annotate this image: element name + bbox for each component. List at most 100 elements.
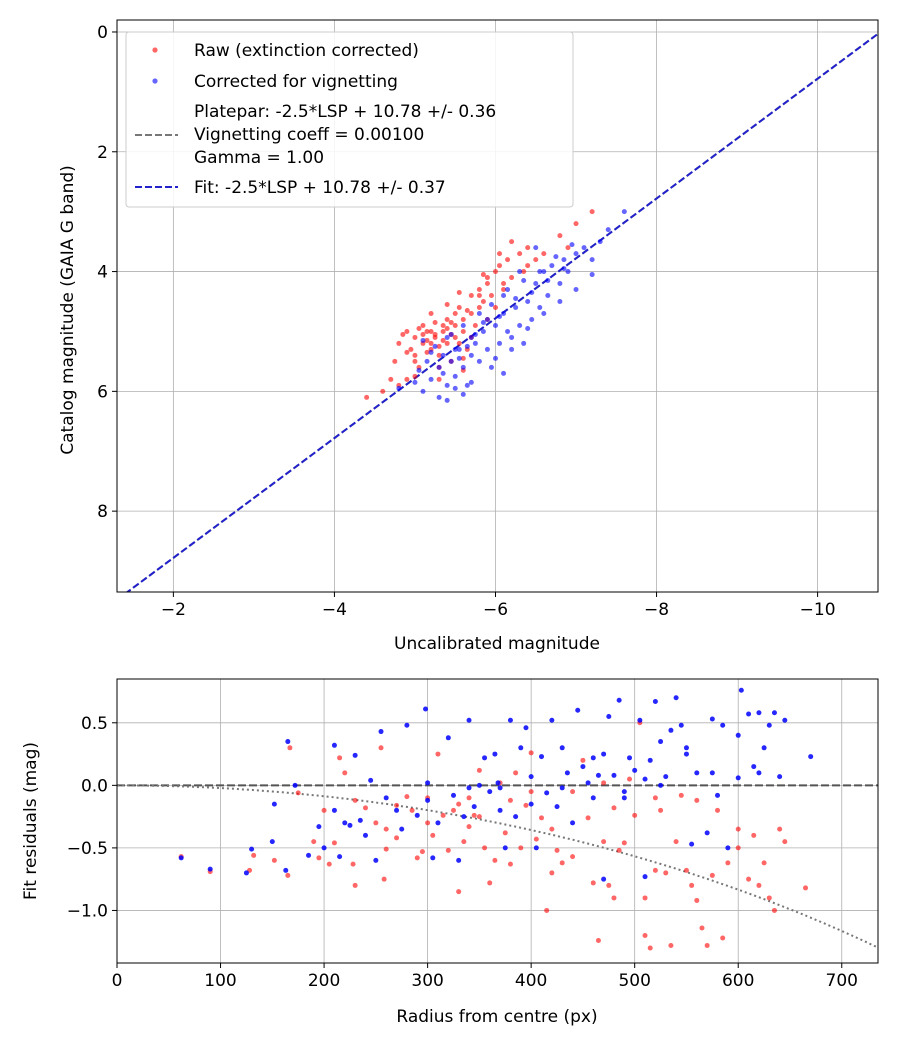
raw-point	[444, 340, 450, 346]
raw-residual-point	[652, 867, 658, 873]
corrected-point	[537, 304, 543, 310]
raw-point	[428, 340, 434, 346]
corrected-residual-point	[642, 874, 648, 880]
corrected-point	[569, 242, 575, 248]
raw-point	[456, 290, 462, 296]
top-scatter-points	[364, 209, 627, 403]
corrected-point	[476, 358, 482, 364]
raw-residual-point	[658, 807, 664, 813]
legend-corrected-label: Corrected for vignetting	[194, 72, 398, 92]
corrected-point	[573, 251, 579, 257]
corrected-residual-point	[683, 745, 689, 751]
corrected-point	[396, 385, 402, 391]
corrected-residual-point	[647, 757, 653, 763]
top-x-ticks: −2 −4 −6 −8 −10	[161, 592, 836, 620]
corrected-residual-point	[709, 770, 715, 776]
raw-point	[492, 304, 498, 310]
bottom-y-tick-label: −0.5	[67, 839, 108, 859]
raw-point	[420, 322, 426, 328]
raw-residual-point	[507, 797, 513, 803]
corrected-residual-point	[595, 772, 601, 778]
raw-point	[456, 304, 462, 310]
raw-point	[364, 394, 370, 400]
corrected-point	[541, 269, 547, 275]
raw-residual-point	[350, 861, 356, 867]
corrected-residual-point	[673, 695, 679, 701]
raw-point	[432, 319, 438, 325]
corrected-residual-point	[414, 812, 420, 818]
raw-residual-point	[528, 750, 534, 756]
raw-point	[444, 316, 450, 322]
corrected-residual-point	[590, 755, 596, 761]
raw-point	[440, 328, 446, 334]
top-x-tick-label: −2	[161, 600, 186, 620]
corrected-point	[521, 278, 527, 284]
bottom-axes-frame	[116, 678, 879, 964]
raw-residual-point	[352, 797, 358, 803]
raw-point	[484, 281, 490, 287]
corrected-residual-point	[601, 876, 607, 882]
corrected-residual-point	[771, 710, 777, 716]
raw-residual-point	[539, 815, 545, 821]
corrected-residual-point	[678, 722, 684, 728]
corrected-point	[480, 319, 486, 325]
raw-point	[444, 325, 450, 331]
corrected-point	[497, 313, 503, 319]
top-x-axis-label: Uncalibrated magnitude	[394, 634, 600, 654]
corrected-point	[472, 331, 478, 337]
raw-residual-point	[440, 812, 446, 818]
corrected-residual-point	[482, 755, 488, 761]
corrected-residual-point	[357, 817, 363, 823]
raw-residual-point	[285, 872, 291, 878]
corrected-residual-point	[756, 710, 762, 716]
raw-point	[452, 322, 458, 328]
raw-residual-point	[518, 845, 524, 851]
raw-point	[505, 257, 511, 263]
corrected-residual-point	[249, 846, 255, 852]
corrected-residual-point	[720, 722, 726, 728]
legend-corrected-marker	[152, 78, 158, 84]
bottom-x-tick-label: 700	[826, 971, 858, 991]
corrected-residual-point	[492, 751, 498, 757]
bottom-x-tick-label: 400	[515, 971, 547, 991]
raw-residual-point	[683, 867, 689, 873]
raw-residual-point	[414, 855, 420, 861]
corrected-residual-point	[518, 745, 524, 751]
corrected-point	[436, 394, 442, 400]
top-x-tick-label: −6	[483, 600, 508, 620]
raw-point	[484, 275, 490, 281]
corrected-point	[416, 367, 422, 373]
bottom-y-ticks: 0.5 0.0 −0.5 −1.0	[67, 714, 117, 921]
raw-residual-point	[295, 790, 301, 796]
corrected-point	[561, 266, 567, 272]
legend-fit-label: Fit: -2.5*LSP + 10.78 +/- 0.37	[194, 178, 446, 198]
corrected-residual-point	[178, 855, 184, 861]
corrected-residual-point	[394, 807, 400, 813]
corrected-residual-point	[611, 772, 617, 778]
corrected-residual-point	[808, 754, 814, 760]
corrected-point	[428, 376, 434, 382]
corrected-point	[452, 373, 458, 379]
corrected-residual-point	[627, 755, 633, 761]
corrected-point	[444, 397, 450, 403]
raw-residual-point	[342, 770, 348, 776]
raw-residual-point	[456, 801, 462, 807]
corrected-point	[501, 370, 507, 376]
raw-residual-point	[678, 792, 684, 798]
corrected-residual-point	[642, 776, 648, 782]
raw-point	[404, 376, 410, 382]
raw-residual-point	[513, 770, 519, 776]
raw-residual-point	[461, 839, 467, 845]
bottom-reference-lines	[117, 784, 878, 949]
corrected-point	[533, 281, 539, 287]
bottom-y-tick-label: 0.5	[81, 714, 108, 734]
corrected-residual-point	[423, 706, 429, 712]
raw-residual-point	[647, 945, 653, 951]
corrected-point	[456, 355, 462, 361]
raw-point	[428, 310, 434, 316]
top-chart: −2 −4 −6 −8 −10 0 2 4 6 8 Uncalibrated magnitude…	[58, 19, 879, 654]
raw-residual-point	[378, 745, 384, 751]
raw-residual-point	[652, 795, 658, 801]
corrected-point	[468, 379, 474, 385]
corrected-point	[501, 293, 507, 299]
